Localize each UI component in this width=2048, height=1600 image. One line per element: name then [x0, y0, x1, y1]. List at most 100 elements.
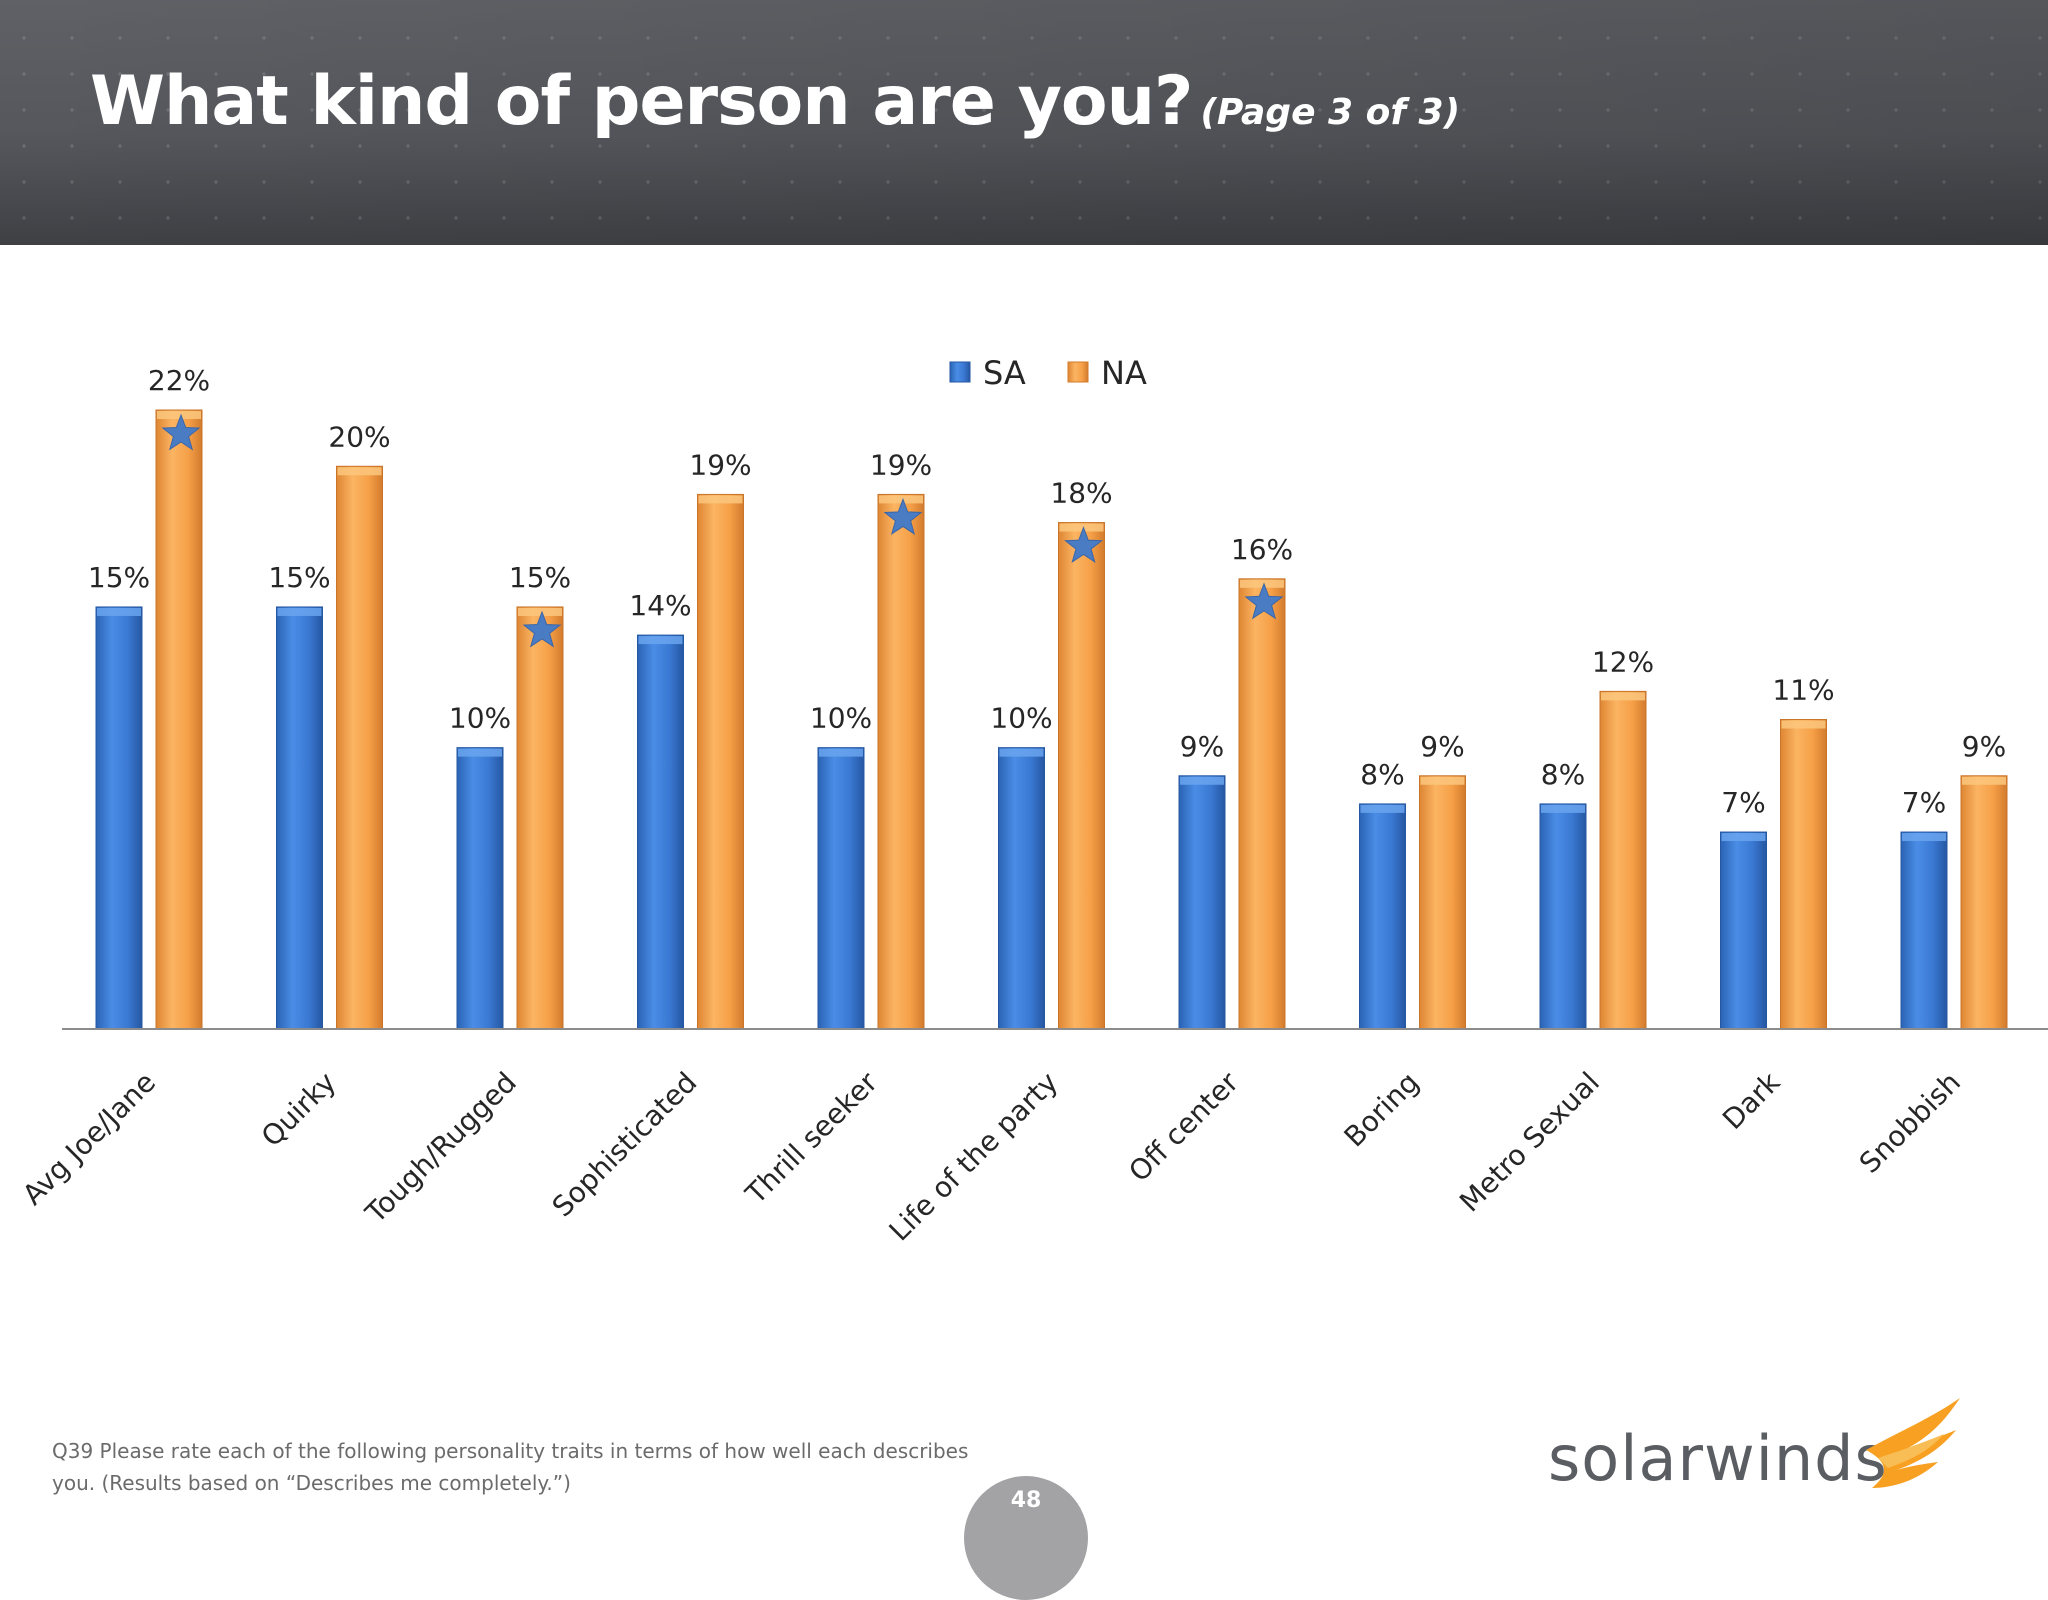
x-axis-tick-labels: Avg Joe/Jane Quirky Tough/Rugged Sophistica… — [16, 1065, 1967, 1247]
data-label-sa: 7% — [1721, 786, 1765, 819]
legend-swatch-sa — [949, 361, 971, 383]
bar-cap-sa — [999, 748, 1044, 757]
bar-na — [1960, 775, 2008, 1030]
bar-na — [1599, 690, 1647, 1030]
data-label-sa: 7% — [1902, 786, 1946, 819]
x-tick-label: Tough/Rugged — [358, 1066, 523, 1231]
star-icon — [1244, 582, 1284, 620]
bar-na — [877, 493, 925, 1030]
chart-bars — [95, 409, 2008, 1030]
x-tick-label: Metro Sexual — [1453, 1066, 1606, 1219]
legend-swatch-na — [1067, 361, 1089, 383]
bar-na — [516, 606, 564, 1030]
chart-star-markers — [161, 413, 1284, 648]
bar-sa — [1539, 803, 1587, 1030]
data-label-na: 15% — [509, 561, 571, 594]
bar-cap-sa — [1360, 804, 1405, 813]
bar-cap-na — [518, 607, 562, 616]
data-label-sa: 14% — [629, 589, 691, 622]
data-label-na: 12% — [1592, 645, 1654, 678]
bar-cap-na — [157, 411, 201, 419]
footnote: Q39 Please rate each of the following pe… — [52, 1439, 969, 1495]
data-label-sa: 10% — [449, 702, 511, 735]
legend-label-sa: SA — [983, 354, 1026, 392]
x-tick-label: Life of the party — [883, 1066, 1065, 1248]
star-icon — [522, 610, 562, 648]
x-tick-label: Boring — [1338, 1066, 1426, 1154]
data-label-na: 19% — [689, 448, 751, 481]
bar-sa — [1359, 803, 1406, 1030]
page-title: What kind of person are you? (Page 3 of 3… — [90, 62, 1460, 141]
header-banner: What kind of person are you? (Page 3 of 3… — [0, 0, 2048, 245]
bar-cap-na — [1601, 692, 1645, 701]
data-label-na: 20% — [328, 420, 390, 453]
data-label-sa: 15% — [88, 561, 150, 594]
bar-sa — [276, 606, 323, 1030]
bar-cap-sa — [819, 748, 863, 757]
solarwinds-logo: solarwinds — [1548, 1392, 1968, 1502]
x-tick-label: Snobbish — [1853, 1066, 1967, 1180]
bar-cap-sa — [97, 607, 141, 616]
bar-na — [336, 465, 383, 1030]
bar-cap-sa — [1721, 833, 1766, 842]
data-label-na: 9% — [1962, 730, 2006, 763]
bar-cap-na — [1420, 776, 1465, 785]
page-title-text: What kind of person are you? — [90, 62, 1193, 141]
bar-cap-sa — [1902, 833, 1946, 842]
page-subtitle: (Page 3 of 3) — [1200, 92, 1461, 133]
star-icon — [161, 413, 201, 451]
x-tick-label: Dark — [1716, 1065, 1787, 1136]
header-shade — [0, 0, 2048, 245]
bar-cap-na — [1240, 579, 1284, 588]
page-number: 48 — [1010, 1488, 1042, 1513]
bar-sa — [637, 634, 684, 1030]
data-label-na: 11% — [1772, 674, 1834, 707]
bar-cap-sa — [458, 748, 502, 757]
bar-na — [1058, 522, 1105, 1030]
chart-data-labels: 15% 22% 15% 20% 10% 15% 14% 19% 10% 19% 10% 18% 9% 16… — [88, 364, 2006, 819]
data-label-sa: 15% — [268, 561, 330, 594]
data-label-na: 16% — [1231, 533, 1293, 566]
bar-cap-na — [879, 495, 923, 504]
data-label-na: 9% — [1420, 730, 1464, 763]
x-tick-label: Avg Joe/Jane — [16, 1066, 162, 1212]
bar-cap-sa — [277, 607, 322, 616]
x-tick-label: Quirky — [255, 1066, 343, 1154]
bar-cap-na — [1781, 720, 1826, 729]
bar-na — [1419, 775, 1466, 1030]
data-label-sa: 8% — [1541, 758, 1585, 791]
bar-na — [155, 409, 203, 1030]
star-icon — [883, 497, 923, 535]
bar-sa — [1178, 775, 1226, 1030]
data-label-na: 18% — [1050, 477, 1112, 510]
bar-sa — [456, 747, 504, 1030]
bar-na — [1780, 719, 1827, 1030]
bar-sa — [1720, 831, 1767, 1030]
x-tick-label: Off center — [1122, 1065, 1245, 1188]
bar-chart: SA NA 15%22%15%20%10%15%14%19%10%19%10%1… — [16, 354, 2048, 1247]
bar-cap-sa — [638, 636, 683, 645]
star-icon — [1064, 526, 1103, 564]
header-dot-pattern — [0, 20, 2048, 220]
bar-cap-sa — [1541, 804, 1585, 813]
data-label-sa: 10% — [990, 702, 1052, 735]
legend-label-na: NA — [1101, 354, 1147, 392]
bar-sa — [95, 606, 143, 1030]
bar-sa — [817, 747, 865, 1030]
bar-na — [697, 493, 744, 1030]
x-tick-label: Thrill seeker — [739, 1065, 885, 1211]
data-label-na: 19% — [870, 448, 932, 481]
x-tick-label: Sophisticated — [546, 1066, 704, 1224]
flame-icon — [1866, 1398, 1960, 1488]
chart-legend: SA NA — [949, 354, 1147, 392]
data-label-sa: 8% — [1360, 758, 1404, 791]
bar-cap-na — [1962, 776, 2006, 785]
bar-na — [1238, 578, 1286, 1030]
bar-cap-na — [337, 467, 382, 476]
bar-cap-sa — [1180, 776, 1224, 785]
data-label-sa: 9% — [1180, 730, 1224, 763]
logo-wordmark: solarwinds — [1548, 1422, 1888, 1495]
bar-cap-na — [698, 495, 743, 504]
bar-sa — [998, 747, 1045, 1030]
data-label-na: 22% — [148, 364, 210, 397]
